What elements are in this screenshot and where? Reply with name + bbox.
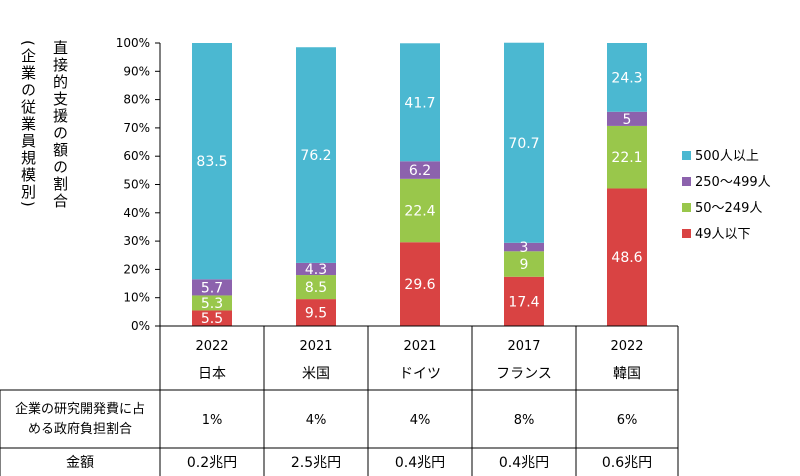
x-category-country: 米国 [302, 366, 330, 382]
legend-entry: 50～249人 [695, 201, 762, 216]
table-cell: 1% [202, 413, 223, 428]
x-category-year: 2017 [507, 339, 540, 354]
data-label: 4.3 [305, 262, 327, 278]
data-label: 41.7 [404, 95, 435, 111]
bar-segment [607, 188, 647, 326]
legend-entry: 250～499人 [695, 175, 771, 190]
x-category-country: ドイツ [399, 366, 441, 382]
bar-segment [192, 43, 232, 280]
table-row-header: 金額 [66, 455, 94, 471]
legend-swatch [682, 177, 691, 186]
bar-segment [296, 299, 336, 326]
x-category-country: 日本 [198, 366, 226, 382]
table-cell: 6% [617, 413, 638, 428]
table-cell: 4% [306, 413, 327, 428]
table-cell: 2.5兆円 [291, 455, 341, 471]
y-tick-label: 30% [123, 234, 150, 248]
bar-segment [296, 275, 336, 300]
table-cell: 8% [514, 413, 535, 428]
y-tick-label: 60% [123, 149, 150, 163]
x-category-year: 2022 [610, 339, 643, 354]
legend: 500人以上 250～499人 50～249人 49人以下 [682, 149, 771, 242]
bar-segment [400, 242, 440, 326]
data-label: 24.3 [611, 70, 642, 86]
legend-entry: 500人以上 [695, 149, 759, 164]
y-tick-label: 70% [123, 121, 150, 135]
y-tick-label: 20% [123, 262, 150, 276]
y-tick-label: 50% [123, 178, 150, 192]
x-category-country: 韓国 [613, 366, 641, 382]
y-tick-label: 100% [116, 36, 150, 50]
bar-segment [400, 178, 440, 243]
y-tick-label: 10% [123, 291, 150, 305]
table-row-header: める政府負担割合 [28, 421, 132, 437]
table-cell: 0.6兆円 [602, 455, 652, 471]
y-tick-label: 90% [123, 64, 150, 78]
data-label: 5 [623, 112, 632, 128]
data-label: 9.5 [305, 306, 327, 322]
data-label: 6.2 [409, 163, 431, 179]
axes: 0% 10% 20% 30% 40% 50% 60% 70% 80% 90% 100% 2022 日本 2… [116, 36, 678, 476]
data-label: 83.5 [196, 154, 227, 170]
bar-segment [504, 251, 544, 277]
data-label: 22.4 [404, 204, 435, 220]
bar-segment [192, 310, 232, 326]
data-label: 5.5 [201, 311, 223, 327]
x-category-year: 2021 [299, 339, 332, 354]
data-label: 48.6 [611, 250, 642, 266]
y-tick-label: 0% [131, 319, 150, 333]
bar-segment [607, 43, 647, 112]
table-cell: 0.4兆円 [395, 455, 445, 471]
bar-segment [192, 279, 232, 296]
y-tick-label: 80% [123, 93, 150, 107]
y-axis-label: 直接的支援の額の割合 [51, 40, 69, 210]
legend-swatch [682, 229, 691, 238]
x-category-year: 2022 [195, 339, 228, 354]
bar-segment [607, 111, 647, 126]
legend-entry: 49人以下 [695, 227, 751, 242]
bar-segment [400, 43, 440, 162]
bars [192, 42, 647, 326]
bar-segment [192, 295, 232, 311]
bar-segment [504, 276, 544, 326]
data-label: 29.6 [404, 277, 435, 293]
data-label: 22.1 [611, 150, 642, 166]
table-cell: 4% [410, 413, 431, 428]
y-axis-title: 直接的支援の額の割合 (企業の従業員規模別) [6, 40, 82, 340]
data-label: 70.7 [508, 136, 539, 152]
data-label: 8.5 [305, 280, 327, 296]
data-label: 5.3 [201, 296, 223, 312]
y-tick-label: 40% [123, 206, 150, 220]
data-label: 9 [520, 257, 529, 273]
data-labels: 5.55.35.7 83.5 9.5 8.5 4.3 76.2 29.6 22.4 6.2 41.… [196, 70, 642, 327]
bar-segment [296, 262, 336, 276]
legend-swatch [682, 151, 691, 160]
bar-segment [296, 47, 336, 263]
legend-swatch [682, 203, 691, 212]
data-label: 5.7 [201, 280, 223, 296]
table-row-header: 企業の研究開発費に占 [15, 401, 145, 417]
bar-segment [400, 161, 440, 179]
bar-segment [607, 125, 647, 189]
table-cell: 0.4兆円 [499, 455, 549, 471]
y-axis-sublabel: (企業の従業員規模別) [19, 40, 37, 209]
bar-segment [504, 42, 544, 243]
x-category-year: 2021 [403, 339, 436, 354]
data-label: 17.4 [508, 294, 539, 310]
data-label: 76.2 [300, 148, 331, 164]
data-label: 3 [520, 240, 529, 256]
x-category-country: フランス [496, 366, 552, 382]
table-cell: 0.2兆円 [187, 455, 237, 471]
bar-segment [504, 242, 544, 252]
